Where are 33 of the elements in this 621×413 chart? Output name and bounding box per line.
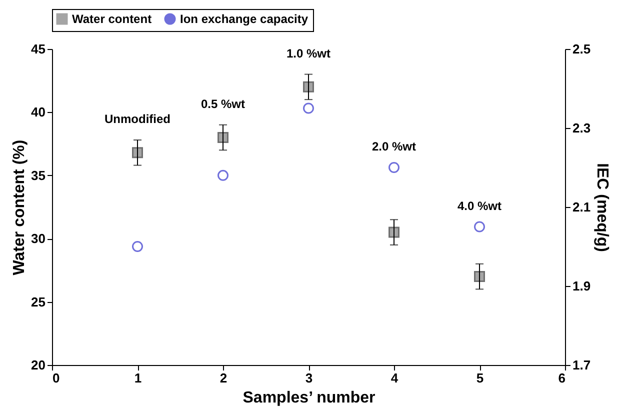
x-axis-title: Samples’ number <box>242 390 376 406</box>
annotation: 4.0 %wt <box>457 198 502 213</box>
y2-tick-label: 2.5 <box>572 42 591 56</box>
y2-tick-label: 2.1 <box>572 200 591 214</box>
legend-label: Ion exchange capacity <box>180 12 308 26</box>
point <box>388 162 400 173</box>
point <box>132 241 143 252</box>
point <box>474 221 485 232</box>
legend-label: Water content <box>72 12 152 26</box>
point <box>303 102 314 114</box>
annotation: 0.5 %wt <box>200 96 246 111</box>
y-tick-label: 40 <box>31 104 46 120</box>
y-tick-label: 25 <box>31 294 46 310</box>
x-tick-label: 0 <box>52 370 60 386</box>
x-tick-label: 4 <box>390 370 399 386</box>
y2-tick-label: 2.3 <box>572 120 591 136</box>
annotation: Unmodified <box>104 112 170 126</box>
y-tick-label: 30 <box>31 231 46 246</box>
y2-tick-label: 1.9 <box>572 278 591 294</box>
y-axis-title: Water content (%) <box>11 140 28 276</box>
y2-tick-label: 1.7 <box>572 358 591 372</box>
x-tick-label: 1 <box>134 370 142 386</box>
annotation: 1.0 %wt <box>286 46 331 60</box>
y-tick-label: 35 <box>31 168 46 183</box>
y-tick-label: 45 <box>31 42 46 56</box>
annotation: 2.0 %wt <box>372 140 416 154</box>
x-tick-label: 2 <box>220 370 228 386</box>
x-tick-label: 5 <box>476 370 484 386</box>
x-tick-label: 6 <box>558 370 566 386</box>
y2-axis-title: IEC (meq/g) <box>594 163 611 252</box>
point <box>218 170 228 181</box>
x-tick-label: 3 <box>305 370 313 386</box>
y-tick-label: 20 <box>31 358 46 372</box>
